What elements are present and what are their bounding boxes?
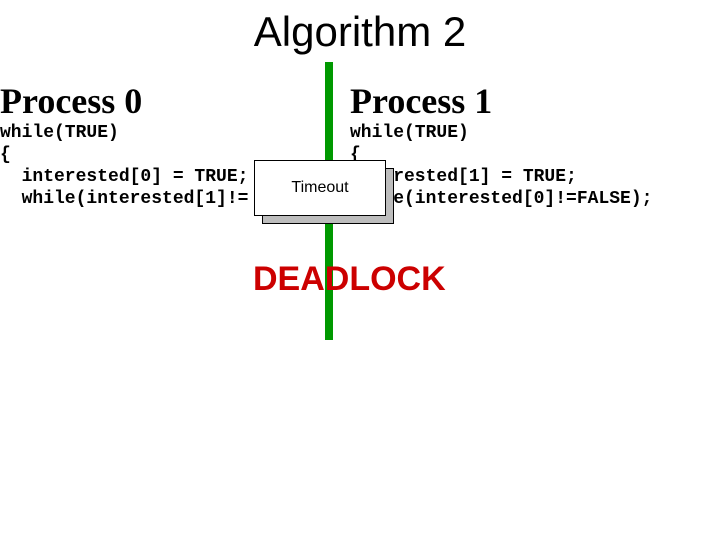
page-title: Algorithm 2	[0, 8, 720, 56]
code0-l2: {	[0, 145, 11, 165]
timeout-label: Timeout	[291, 179, 348, 197]
code0-l4: while(interested[1]!=	[0, 189, 248, 209]
process-1-code: while(TRUE) { erested[1] = TRUE; e(inter…	[350, 122, 652, 210]
code1-l4: e(interested[0]!=FALSE);	[350, 189, 652, 209]
code0-l1: while(TRUE)	[0, 123, 119, 143]
timeout-box: Timeout	[254, 160, 386, 216]
code0-l3: interested[0] = TRUE;	[0, 167, 248, 187]
deadlock-label: DEADLOCK	[253, 262, 443, 296]
process-0-header: Process 0	[0, 80, 142, 122]
process-1-header: Process 1	[350, 80, 492, 122]
process-0-code: while(TRUE) { interested[0] = TRUE; whil…	[0, 122, 248, 210]
code1-l1: while(TRUE)	[350, 123, 469, 143]
